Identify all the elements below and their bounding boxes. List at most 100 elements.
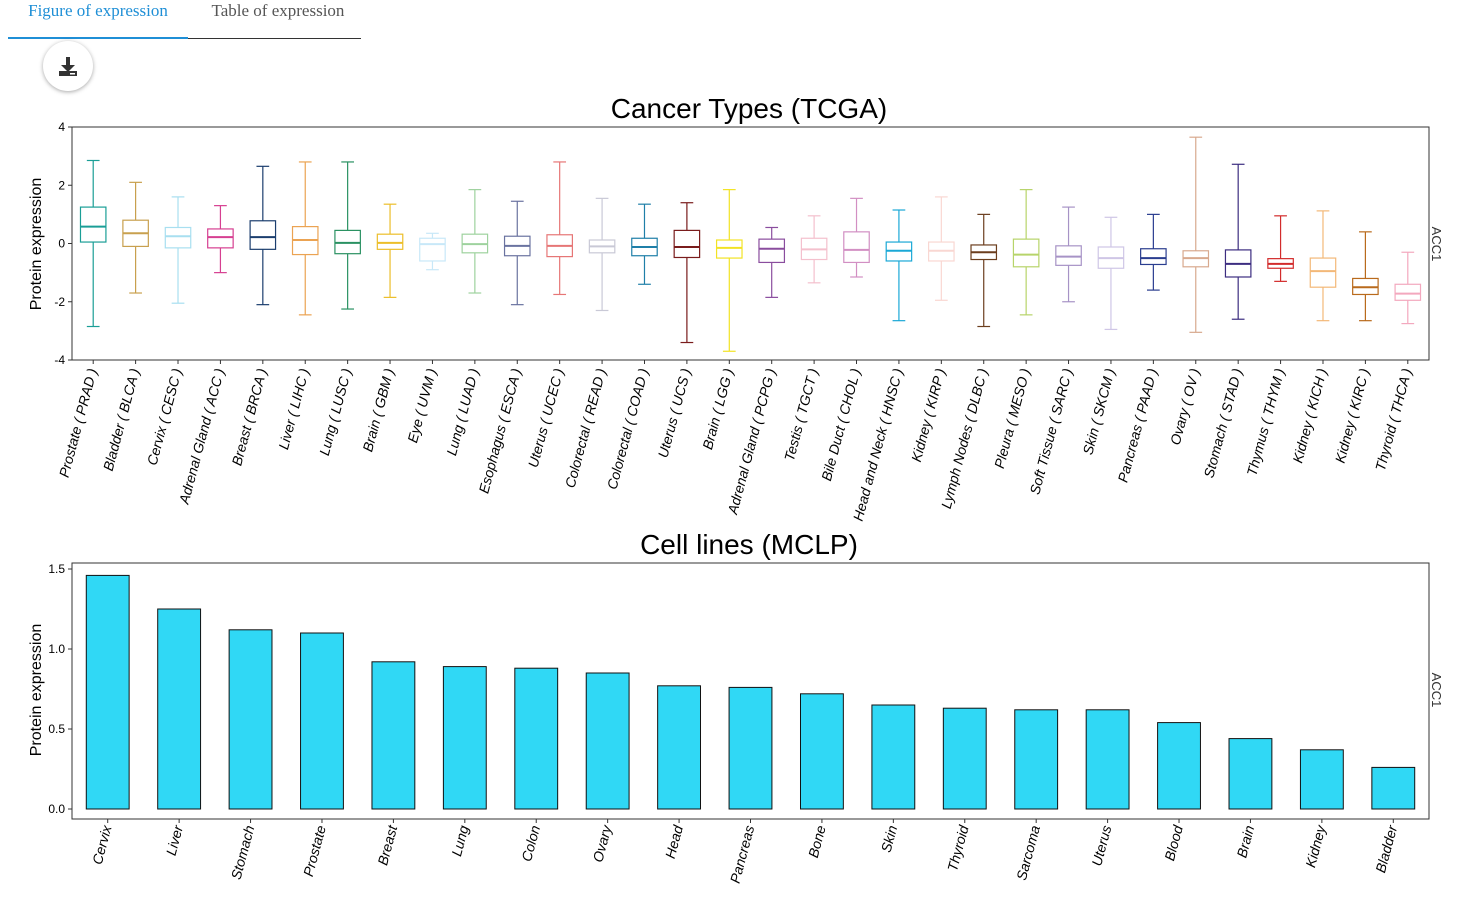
box-iqr — [249, 220, 277, 250]
box-iqr — [588, 239, 616, 254]
box-iqr — [970, 244, 998, 261]
x-tick-label-mclp: Breast — [374, 823, 400, 867]
x-tick-label-tcga: Colorectal ( COAD ) — [604, 367, 652, 491]
x-tick-label-tcga: Esophagus ( ESCA ) — [475, 367, 524, 495]
bar — [514, 667, 559, 810]
x-tick-label-tcga: Thyroid ( THCA ) — [1372, 367, 1415, 473]
y-tick-label-mclp: 1.5 — [48, 562, 65, 576]
x-tick-label-mclp: Cervix — [89, 823, 115, 866]
x-tick-label-mclp: Head — [662, 822, 686, 860]
box-iqr — [419, 237, 446, 262]
bar — [657, 685, 702, 810]
x-tick-label-tcga: Uterus ( UCEC ) — [525, 367, 567, 470]
box-iqr — [928, 241, 955, 262]
y-tick-label-tcga: -4 — [54, 353, 65, 367]
x-tick-label-tcga: Lung ( LUSC ) — [316, 367, 355, 458]
box-iqr — [758, 238, 786, 264]
x-tick-label-tcga: Soft Tissue ( SARC ) — [1026, 367, 1075, 497]
plot-frame-tcga — [71, 126, 1430, 361]
y-axis-label-tcga: Protein expression — [28, 178, 45, 311]
x-tick-label-tcga: Uterus ( UCS ) — [655, 367, 694, 460]
x-tick-label-tcga: Bile Duct ( CHOL ) — [818, 367, 863, 483]
bar — [585, 672, 630, 810]
x-tick-label-tcga: Brain ( LGG ) — [699, 367, 736, 452]
bar — [942, 707, 987, 810]
x-tick-label-mclp: Kidney — [1302, 823, 1329, 869]
x-tick-label-tcga: Prostate ( PRAD ) — [56, 367, 100, 479]
x-tick-label-tcga: Lymph Nodes ( DLBC ) — [938, 367, 991, 511]
bar — [1299, 749, 1344, 810]
x-tick-label-mclp: Ovary — [589, 823, 614, 864]
box-iqr — [673, 229, 701, 259]
x-tick-label-tcga: Kidney ( KICH ) — [1289, 367, 1330, 465]
x-tick-label-mclp: Thyroid — [944, 822, 972, 872]
bar — [1157, 722, 1201, 810]
box-iqr — [800, 237, 828, 261]
box-iqr — [164, 226, 192, 249]
box-iqr — [334, 229, 361, 255]
tab-figure-of-expression[interactable]: Figure of expression — [8, 0, 188, 39]
box-iqr — [1097, 246, 1125, 269]
x-tick-label-tcga: Kidney ( KIRP ) — [908, 367, 948, 464]
y-tick-label-mclp: 0.5 — [48, 722, 65, 736]
y-tick-label-tcga: 2 — [58, 178, 65, 192]
x-tick-label-mclp: Bone — [805, 823, 829, 859]
x-tick-label-tcga: Cervix ( CESC ) — [144, 367, 185, 467]
x-tick-label-mclp: Skin — [878, 823, 901, 854]
box-iqr — [1394, 283, 1422, 301]
x-tick-label-mclp: Liver — [163, 822, 187, 857]
bar — [1228, 738, 1273, 810]
x-tick-label-mclp: Bladder — [1372, 822, 1400, 874]
box-iqr — [546, 234, 573, 258]
bar — [228, 629, 273, 810]
box-iqr — [1140, 248, 1167, 266]
bar — [85, 574, 130, 810]
box-iqr — [885, 241, 913, 262]
bar — [157, 608, 202, 810]
box-iqr — [79, 206, 107, 243]
download-button[interactable] — [43, 41, 93, 91]
y-tick-label-tcga: -2 — [54, 295, 65, 309]
chart-title-mclp: Cell lines (MCLP) — [640, 529, 858, 560]
tab-table-of-expression[interactable]: Table of expression — [211, 1, 345, 20]
x-tick-label-tcga: Kidney ( KIRC ) — [1332, 367, 1373, 465]
x-tick-label-tcga: Thymus ( THYM ) — [1243, 367, 1287, 478]
x-tick-label-tcga: Testis ( TGCT ) — [781, 367, 821, 463]
bar — [1371, 766, 1416, 810]
x-tick-label-mclp: Pancreas — [727, 824, 758, 885]
box-iqr — [631, 237, 658, 257]
x-tick-label-tcga: Head and Neck ( HNSC ) — [850, 367, 906, 523]
x-tick-label-tcga: Skin ( SKCM ) — [1079, 367, 1117, 457]
bar — [1085, 709, 1130, 810]
x-tick-label-tcga: Pancreas ( PAAD ) — [1114, 367, 1160, 484]
x-tick-label-tcga: Bladder ( BLCA ) — [100, 367, 143, 473]
x-tick-label-tcga: Ovary ( OV ) — [1167, 367, 1203, 447]
x-tick-label-tcga: Colorectal ( READ ) — [562, 367, 609, 490]
box-iqr — [461, 233, 489, 254]
bar — [871, 704, 916, 810]
x-tick-label-mclp: Sarcoma — [1013, 823, 1043, 881]
box-iqr — [207, 228, 234, 249]
x-tick-label-mclp: Uterus — [1088, 824, 1114, 868]
bar — [300, 632, 344, 810]
facet-label-mclp: ACC1 — [1429, 673, 1444, 708]
bar — [799, 693, 844, 810]
x-tick-label-mclp: Blood — [1161, 822, 1186, 862]
bar — [371, 661, 416, 810]
bar — [1014, 709, 1059, 810]
x-tick-label-mclp: Colon — [518, 823, 543, 863]
x-tick-label-tcga: Brain ( GBM ) — [359, 367, 397, 454]
box-iqr — [1224, 249, 1252, 278]
download-icon — [59, 57, 77, 76]
x-tick-label-mclp: Stomach — [228, 823, 258, 881]
box-iqr — [715, 239, 743, 259]
y-axis-label-mclp: Protein expression — [28, 624, 45, 757]
box-iqr — [1055, 245, 1082, 266]
x-tick-label-tcga: Stomach ( STAD ) — [1200, 367, 1245, 480]
box-iqr — [1267, 258, 1294, 269]
box-iqr — [1352, 277, 1379, 296]
bar — [728, 686, 773, 810]
box-iqr — [1182, 250, 1210, 268]
y-tick-label-mclp: 0.0 — [48, 802, 65, 816]
